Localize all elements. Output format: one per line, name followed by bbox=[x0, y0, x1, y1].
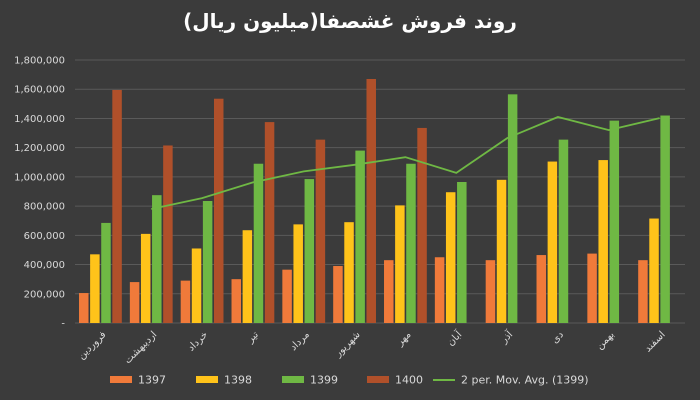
bar-1399 bbox=[457, 182, 467, 323]
bar-1400 bbox=[163, 145, 173, 323]
y-tick-label: 1,400,000 bbox=[14, 114, 65, 125]
bar-1399 bbox=[202, 200, 213, 323]
x-tick-label: تیر bbox=[245, 329, 262, 346]
bar-1399 bbox=[355, 150, 365, 323]
bar-1397 bbox=[79, 293, 89, 323]
bar-1398 bbox=[90, 254, 100, 323]
bar-1399 bbox=[253, 163, 264, 323]
bars-layer bbox=[79, 78, 670, 324]
legend-swatch bbox=[110, 376, 132, 383]
y-tick-label: 1,000,000 bbox=[14, 172, 65, 183]
bar-1397 bbox=[333, 266, 343, 323]
bar-1399 bbox=[558, 139, 569, 323]
y-tick-label: 800,000 bbox=[24, 202, 65, 213]
bar-1400 bbox=[264, 122, 275, 323]
x-tick-label: آذر bbox=[497, 327, 516, 346]
bar-1397 bbox=[129, 282, 140, 323]
bar-1399 bbox=[660, 115, 670, 324]
bar-1397 bbox=[434, 257, 445, 323]
bar-1400 bbox=[417, 127, 427, 323]
bar-1398 bbox=[395, 205, 405, 323]
y-tick-label: 400,000 bbox=[24, 260, 65, 271]
trend-layer bbox=[151, 116, 660, 210]
bar-1398 bbox=[445, 192, 456, 323]
bar-1400 bbox=[213, 98, 224, 323]
bar-1398 bbox=[598, 160, 608, 323]
bar-1397 bbox=[638, 260, 648, 323]
x-tick-label: دی bbox=[550, 329, 566, 345]
grid-layer bbox=[75, 59, 685, 324]
x-tick-label: آبان bbox=[444, 327, 465, 348]
y-tick-label: 1,800,000 bbox=[14, 56, 65, 67]
legend-swatch bbox=[282, 376, 304, 383]
bar-1398 bbox=[649, 218, 659, 323]
bar-1397 bbox=[485, 260, 496, 323]
bar-1398 bbox=[496, 179, 507, 323]
bar-1399 bbox=[609, 120, 620, 323]
legend-swatch bbox=[196, 376, 218, 383]
x-tick-label: بهمن bbox=[594, 329, 616, 351]
bar-1399 bbox=[101, 222, 111, 323]
y-tick-label: - bbox=[61, 319, 65, 330]
chart-title: روند فروش غشصفا(میلیون ریال) bbox=[183, 9, 517, 33]
y-tick-label: 200,000 bbox=[24, 289, 65, 300]
bar-1399 bbox=[507, 94, 518, 323]
x-tick-label: خرداد bbox=[186, 329, 210, 353]
bar-1397 bbox=[536, 255, 547, 323]
legend: 1397 1398 1399 1400 2 per. Mov. Avg. (1399) bbox=[110, 374, 589, 387]
bar-1400 bbox=[315, 139, 326, 323]
legend-label: 1400 bbox=[395, 374, 423, 387]
bar-1398 bbox=[191, 248, 202, 323]
legend-label: 1398 bbox=[224, 374, 252, 387]
bar-1397 bbox=[384, 260, 394, 323]
legend-label: 1399 bbox=[310, 374, 338, 387]
bar-1398 bbox=[293, 224, 303, 323]
x-axis: فروردین اردیبهشت خرداد تیر مرداد شهریور مهر آبا… bbox=[76, 327, 668, 366]
legend-label: 2 per. Mov. Avg. (1399) bbox=[461, 374, 589, 387]
x-tick-label: مرداد bbox=[288, 329, 312, 353]
bar-1398 bbox=[242, 230, 253, 323]
y-tick-label: 1,600,000 bbox=[14, 85, 65, 96]
x-tick-label: اسفند bbox=[643, 329, 668, 354]
bar-1400 bbox=[366, 78, 376, 323]
y-tick-label: 600,000 bbox=[24, 231, 65, 242]
legend-swatch bbox=[367, 376, 389, 383]
bar-1397 bbox=[180, 280, 191, 323]
x-tick-label: مهر bbox=[394, 329, 413, 348]
bar-1400 bbox=[112, 89, 122, 323]
y-axis: - 200,000 400,000 600,000 800,000 1,000,000 1,… bbox=[14, 56, 65, 330]
bar-1399 bbox=[406, 163, 416, 323]
bar-1399 bbox=[304, 179, 315, 323]
bar-1398 bbox=[547, 161, 558, 323]
x-tick-label: شهریور bbox=[332, 329, 363, 360]
x-tick-label: اردیبهشت bbox=[122, 329, 159, 366]
bar-1397 bbox=[231, 279, 242, 323]
y-tick-label: 1,200,000 bbox=[14, 143, 65, 154]
bar-1398 bbox=[344, 222, 354, 323]
bar-1399 bbox=[152, 195, 162, 323]
bar-1398 bbox=[140, 233, 151, 323]
moving-average-line bbox=[151, 116, 660, 210]
legend-label: 1397 bbox=[138, 374, 166, 387]
bar-1397 bbox=[282, 269, 292, 323]
bar-1397 bbox=[587, 253, 597, 323]
x-tick-label: فروردین bbox=[76, 329, 109, 362]
